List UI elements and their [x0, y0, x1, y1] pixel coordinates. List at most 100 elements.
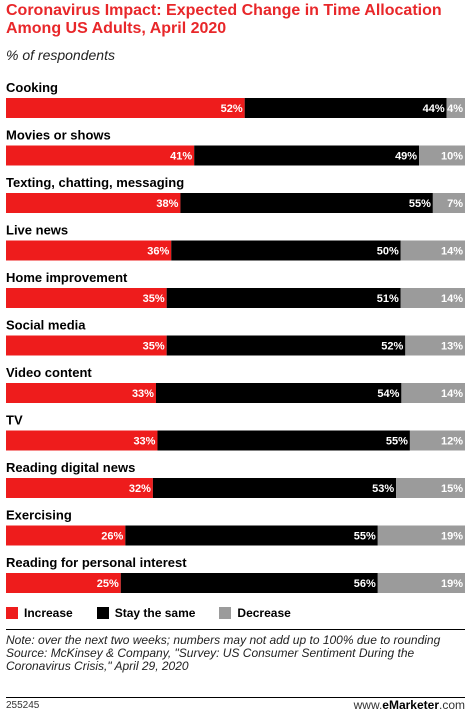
legend-swatch-stay-the-same: [96, 607, 109, 619]
bar-live-news-stay-the-same: [171, 240, 401, 261]
value-label-live-news-decrease: 14%: [441, 246, 463, 258]
value-label-exercising-decrease: 19%: [441, 531, 463, 543]
legend-label-decrease: Decrease: [237, 606, 291, 620]
brand-footer: www.eMarketer.com: [354, 698, 465, 712]
notes-block: Note: over the next two weeks; numbers m…: [6, 634, 468, 673]
value-label-video-content-decrease: 14%: [441, 388, 463, 400]
value-label-live-news-increase: 36%: [147, 246, 169, 258]
value-label-reading-digital-news-increase: 32%: [129, 483, 151, 495]
category-label-texting-chatting-messaging: Texting, chatting, messaging: [6, 175, 184, 190]
bar-video-content-decrease: [401, 383, 465, 403]
value-label-video-content-increase: 33%: [132, 388, 154, 400]
value-label-social-media-decrease: 13%: [441, 341, 463, 353]
value-label-home-improvement-stay-the-same: 51%: [377, 293, 399, 305]
stacked-bar-chart: Cooking 52% 44% 4% Movies or shows 41% 49% 10% T…: [6, 80, 465, 593]
source-text: Source: McKinsey & Company, "Survey: US …: [6, 646, 415, 673]
value-label-social-media-stay-the-same: 52%: [381, 341, 403, 353]
bar-video-content-stay-the-same: [155, 383, 402, 403]
bar-movies-or-shows-decrease: [419, 145, 465, 166]
value-label-movies-or-shows-decrease: 10%: [441, 151, 463, 163]
value-label-reading-for-personal-interest-decrease: 19%: [441, 578, 463, 590]
value-label-exercising-increase: 26%: [101, 531, 123, 543]
value-label-tv-increase: 33%: [133, 436, 155, 448]
category-label-exercising: Exercising: [6, 508, 72, 523]
value-label-texting-chatting-messaging-increase: 38%: [156, 198, 178, 210]
bar-reading-digital-news-decrease: [396, 478, 465, 498]
bar-home-improvement-increase: [6, 288, 167, 308]
bar-exercising-decrease: [377, 525, 465, 546]
value-label-reading-for-personal-interest-increase: 25%: [97, 578, 119, 590]
chart-title: Coronavirus Impact: Expected Change in T…: [6, 2, 442, 37]
bar-reading-for-personal-interest-decrease: [377, 573, 465, 593]
bar-tv-stay-the-same: [157, 430, 410, 451]
bar-exercising-stay-the-same: [125, 525, 378, 546]
value-label-movies-or-shows-increase: 41%: [170, 151, 192, 163]
bar-texting-chatting-messaging-decrease: [432, 193, 465, 213]
value-label-home-improvement-increase: 35%: [143, 293, 165, 305]
value-label-cooking-increase: 52%: [221, 103, 243, 115]
value-label-cooking-decrease: 4%: [447, 103, 463, 115]
legend-swatch-increase: [6, 607, 18, 619]
legend-label-stay-the-same: Stay the same: [114, 606, 196, 620]
value-label-home-improvement-decrease: 14%: [441, 293, 463, 305]
value-label-tv-stay-the-same: 55%: [386, 436, 408, 448]
bar-movies-or-shows-stay-the-same: [194, 145, 420, 166]
value-label-exercising-stay-the-same: 55%: [354, 531, 376, 543]
legend: Increase Stay the same Decrease: [6, 606, 315, 620]
bar-tv-increase: [6, 430, 158, 451]
bar-home-improvement-decrease: [400, 288, 465, 308]
brand-suffix: .com: [438, 698, 465, 712]
bar-reading-digital-news-stay-the-same: [152, 478, 397, 498]
bar-texting-chatting-messaging-stay-the-same: [180, 193, 433, 213]
brand-prefix: www.: [353, 698, 383, 712]
note-text: Note: over the next two weeks; numbers m…: [6, 633, 441, 647]
category-label-video-content: Video content: [6, 365, 92, 380]
legend-label-increase: Increase: [24, 606, 73, 620]
value-label-reading-for-personal-interest-stay-the-same: 56%: [354, 578, 376, 590]
bar-reading-for-personal-interest-stay-the-same: [120, 573, 378, 593]
bar-tv-decrease: [409, 430, 465, 451]
bar-social-media-stay-the-same: [166, 335, 406, 356]
category-label-movies-or-shows: Movies or shows: [6, 128, 111, 143]
category-label-reading-digital-news: Reading digital news: [6, 460, 135, 475]
bar-exercising-increase: [6, 525, 126, 546]
value-label-texting-chatting-messaging-stay-the-same: 55%: [409, 198, 431, 210]
value-label-cooking-stay-the-same: 44%: [423, 103, 445, 115]
value-label-reading-digital-news-stay-the-same: 53%: [372, 483, 394, 495]
bar-movies-or-shows-increase: [6, 145, 195, 166]
bar-texting-chatting-messaging-increase: [6, 193, 181, 213]
legend-item-increase: Increase: [6, 606, 73, 620]
bar-reading-for-personal-interest-increase: [6, 573, 121, 593]
value-label-tv-decrease: 12%: [441, 436, 463, 448]
legend-item-decrease: Decrease: [219, 606, 291, 620]
bar-reading-digital-news-increase: [6, 478, 153, 498]
value-label-movies-or-shows-stay-the-same: 49%: [395, 151, 417, 163]
chart-id: 255245: [6, 700, 40, 711]
chart-subtitle: % of respondents: [6, 47, 115, 63]
divider-top: [6, 629, 465, 630]
bar-cooking-decrease: [446, 98, 465, 118]
legend-item-stay-the-same: Stay the same: [96, 606, 196, 620]
bar-live-news-decrease: [400, 240, 465, 261]
bar-cooking-stay-the-same: [244, 98, 447, 118]
category-label-live-news: Live news: [6, 223, 68, 238]
bar-cooking-increase: [6, 98, 245, 118]
value-label-texting-chatting-messaging-decrease: 7%: [447, 198, 463, 210]
bar-social-media-increase: [6, 335, 167, 356]
brand-name: eMarketer: [382, 698, 439, 712]
bar-social-media-decrease: [405, 335, 465, 356]
category-label-cooking: Cooking: [6, 80, 58, 95]
bar-live-news-increase: [6, 240, 172, 261]
value-label-live-news-stay-the-same: 50%: [377, 246, 399, 258]
value-label-video-content-stay-the-same: 54%: [377, 388, 399, 400]
bar-video-content-increase: [6, 383, 156, 403]
category-label-reading-for-personal-interest: Reading for personal interest: [6, 555, 187, 570]
category-label-social-media: Social media: [6, 318, 86, 333]
category-label-home-improvement: Home improvement: [6, 270, 128, 285]
divider-bottom: [6, 697, 465, 698]
bar-home-improvement-stay-the-same: [166, 288, 401, 308]
value-label-reading-digital-news-decrease: 15%: [441, 483, 463, 495]
value-label-social-media-increase: 35%: [143, 341, 165, 353]
category-label-tv: TV: [6, 413, 23, 428]
legend-swatch-decrease: [219, 607, 232, 619]
